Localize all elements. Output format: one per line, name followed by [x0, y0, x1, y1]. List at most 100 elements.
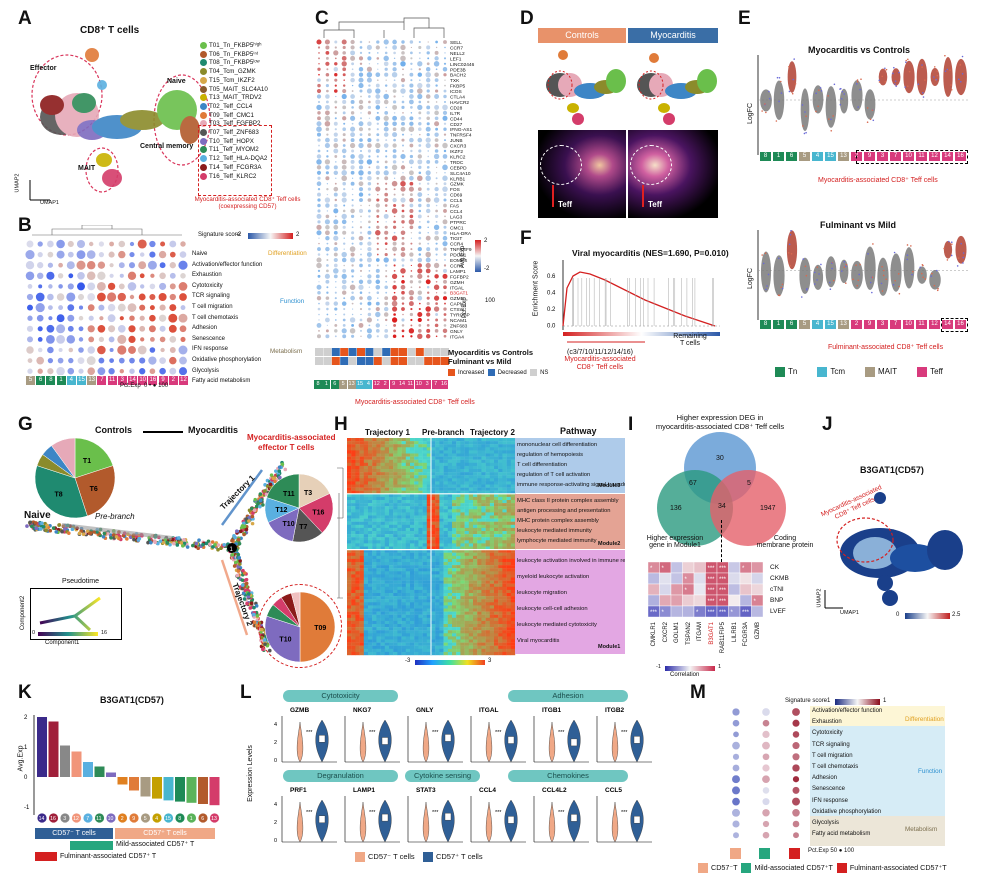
heat-cell: [418, 627, 423, 631]
heat-cell: [401, 465, 406, 470]
dot: [400, 284, 406, 290]
heat-cell: [447, 574, 453, 578]
dot: [425, 71, 431, 78]
dot: [178, 313, 188, 323]
panel-g-pie3-ring: [258, 584, 342, 668]
heat-cell: [418, 444, 423, 448]
dot: [368, 95, 371, 98]
dot: [417, 257, 423, 263]
heat-cell: [439, 472, 444, 476]
dot: [139, 368, 146, 375]
gene-label: FKBP5: [450, 84, 466, 90]
heat-cell: [363, 617, 369, 622]
heat-cell: [439, 509, 444, 513]
heat-cell: [473, 469, 478, 473]
heat-cell: [410, 617, 415, 622]
heat-cell: [498, 565, 503, 569]
dot: [383, 61, 389, 67]
dot: [109, 273, 114, 278]
dot: [342, 323, 346, 327]
heat-cell: [355, 515, 360, 519]
heat-cell: [426, 493, 432, 498]
violin-point: [829, 288, 832, 291]
dot: [426, 220, 430, 224]
heat-cell: [359, 512, 364, 516]
heat-cell: [489, 611, 495, 615]
dot: [158, 292, 167, 302]
heat-cell: [473, 549, 478, 553]
heat-cell: [443, 524, 448, 529]
heat-cell: [384, 574, 390, 578]
heat-cell: [359, 540, 364, 544]
heat-cell: [456, 614, 461, 618]
dot: [442, 175, 448, 181]
heat-cell: [452, 438, 457, 442]
dot: [425, 67, 431, 72]
heat-cell: [372, 608, 377, 612]
heat-cell: [426, 518, 432, 522]
dot: [108, 336, 115, 343]
heat-cell: [456, 490, 461, 494]
heat-cell: [414, 500, 419, 504]
heat-cell: [473, 633, 478, 637]
dot: [351, 193, 354, 196]
heat-cell: [384, 503, 390, 507]
heat-cell: [489, 614, 495, 618]
dot: [409, 83, 414, 88]
dot: [392, 45, 397, 50]
heat-cell: [372, 605, 377, 609]
heat-cell: [426, 472, 432, 476]
dot: [341, 192, 347, 197]
heat-cell: [468, 630, 474, 634]
legend-item: MAIT: [865, 367, 897, 377]
heat-cell: [510, 627, 516, 631]
heat-cell: [452, 565, 457, 569]
heat-cell: [410, 506, 415, 510]
dot: [26, 325, 34, 332]
heat-cell: [502, 555, 507, 560]
heat-cell: [355, 534, 360, 538]
dot: [368, 155, 371, 158]
heat-cell: [372, 503, 377, 507]
heat-cell: [418, 469, 423, 473]
dot: [128, 335, 136, 343]
heat-cell: [426, 599, 432, 603]
heat-cell: [456, 447, 461, 451]
heat-cell: [468, 605, 474, 609]
heat-cell: [422, 493, 427, 498]
dot: [435, 253, 438, 256]
heat-cell: [506, 571, 511, 575]
heat-cell: [473, 555, 478, 560]
dot: [56, 366, 65, 375]
dot: [358, 322, 364, 328]
heat-cell: [502, 534, 507, 538]
heat-cell: [443, 617, 448, 622]
panel-f-gsea: 0.60.40.20.0: [547, 260, 720, 343]
dot: [341, 219, 347, 225]
heat-cell: [464, 562, 469, 566]
heat-cell: [435, 555, 440, 560]
dot: [402, 73, 404, 76]
heat-cell: [405, 487, 411, 491]
legend-dot: [200, 76, 207, 84]
dot: [316, 230, 322, 236]
dot: [435, 172, 438, 174]
heat-cell: [401, 521, 406, 525]
heat-cell: [368, 577, 373, 581]
dot: [67, 325, 74, 332]
heat-cell: [372, 469, 377, 473]
heat-cell: [435, 568, 440, 572]
dot: [376, 198, 380, 202]
heat-cell: [372, 633, 377, 637]
heat-cell: [502, 633, 507, 637]
violin: [864, 89, 876, 120]
heat-cell: [363, 462, 369, 467]
heat-cell: [510, 515, 516, 519]
sig-cell: [432, 357, 441, 365]
heat-cell: [359, 481, 364, 485]
panel-c-ns: NS: [540, 370, 549, 377]
dot: [169, 262, 176, 269]
heat-cell: [389, 614, 394, 618]
heat-cell: [389, 462, 394, 467]
branch-node: [227, 543, 237, 553]
